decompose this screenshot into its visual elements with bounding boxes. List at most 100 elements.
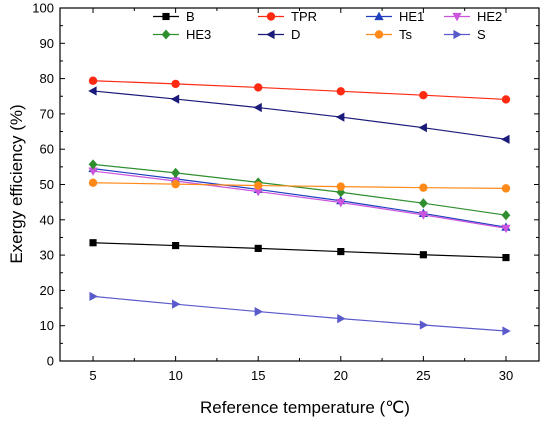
legend: B TPR HE1 HE2 HE3 D Ts S [153,9,502,42]
y-tick-label: 90 [40,36,54,51]
legend-marker-tpr [266,12,276,21]
series-ts [88,178,511,193]
data-point-he3 [501,210,511,221]
data-point-d [88,86,97,96]
data-point-tpr [419,90,428,100]
y-tick-label: 10 [40,318,54,333]
series-line-he2 [92,170,507,229]
data-point-he3 [171,167,181,178]
data-point-d [501,134,510,144]
data-point-d [418,123,427,133]
data-point-tpr [88,76,98,85]
data-point-d [335,112,345,122]
data-point-he3 [88,159,98,170]
data-point-d [170,94,180,104]
y-tick-label: 50 [40,177,54,192]
data-point-b [172,241,180,250]
legend-label-d: D [291,27,300,42]
legend-item-he1: HE1 [366,9,424,24]
data-point-ts [419,183,428,192]
data-point-s [89,291,98,302]
plot-frame [59,7,540,362]
series-line-he1 [92,168,507,228]
data-point-tpr [501,95,511,104]
legend-item-tpr: TPR [258,9,317,24]
data-point-s [337,314,346,324]
legend-item-b: B [153,9,195,24]
data-point-tpr [336,87,345,96]
legend-item-he3: HE3 [153,27,211,42]
y-tick-label: 100 [32,1,54,16]
y-axis-title: Exergy efficiency (%) [7,104,26,263]
plot-axes [59,7,540,362]
series-d [88,86,510,144]
data-point-tpr [254,83,263,92]
legend-label-s: S [477,27,486,42]
data-point-s [502,326,511,336]
data-point-ts [501,184,511,193]
y-tick-label: 40 [40,212,54,227]
legend-marker-ts [374,30,384,39]
data-point-b [337,248,345,256]
series-layer [88,76,511,336]
series-line-ts [93,182,506,189]
legend-label-tpr: TPR [291,9,317,24]
legend-marker-he3 [161,29,171,40]
y-tick-label: 30 [40,248,54,263]
data-point-he2 [253,187,263,197]
legend-label-he1: HE1 [399,9,424,24]
x-axis-title: Reference temperature (℃) [200,398,410,417]
y-tick-label: 70 [40,106,54,121]
axis-ticks: 0 10 20 30 40 50 60 70 80 90 100 5 10 15 20 25 30 [32,1,539,383]
legend-item-ts: Ts [366,27,413,42]
x-tick-label: 30 [499,368,513,383]
x-tick-label: 5 [89,368,96,383]
series-line-b [93,242,506,259]
data-point-ts [88,178,98,187]
series-he3 [88,159,511,221]
x-tick-label: 20 [334,368,348,383]
x-tick-label: 15 [251,368,265,383]
series-b [89,239,510,262]
legend-marker-d [266,29,275,40]
data-point-he2 [501,224,511,234]
data-point-he3 [418,198,428,209]
legend-label-ts: Ts [399,27,413,42]
series-line-d [92,90,507,140]
series-line-he3 [92,163,507,216]
data-point-he2 [418,211,428,220]
series-s [89,291,511,336]
data-point-d [253,102,262,113]
series-he2 [88,167,511,234]
legend-marker-s [453,29,462,40]
data-point-tpr [171,79,180,89]
series-line-tpr [93,80,507,101]
data-point-s [419,320,429,330]
legend-label-b: B [186,9,195,24]
legend-marker-he2 [452,12,462,22]
y-tick-label: 20 [40,283,54,298]
legend-label-he3: HE3 [186,27,211,42]
data-point-s [172,299,181,309]
legend-marker-b [162,12,170,21]
data-point-ts [171,179,180,189]
legend-marker-he1 [374,11,384,21]
data-point-he2 [336,198,346,208]
data-point-ts [336,182,345,191]
data-point-b [419,251,427,259]
y-tick-label: 60 [40,142,54,157]
legend-item-s: S [444,27,486,42]
data-point-s [254,306,264,317]
data-point-b [89,239,97,247]
x-tick-label: 25 [416,368,430,383]
y-tick-label: 80 [40,71,54,86]
series-line-s [92,295,507,332]
legend-item-he2: HE2 [444,9,502,24]
data-point-b [502,254,510,262]
data-point-he2 [88,167,98,176]
x-tick-label: 10 [168,368,182,383]
legend-item-d: D [258,27,300,42]
data-point-ts [254,181,263,190]
series-tpr [88,76,511,104]
